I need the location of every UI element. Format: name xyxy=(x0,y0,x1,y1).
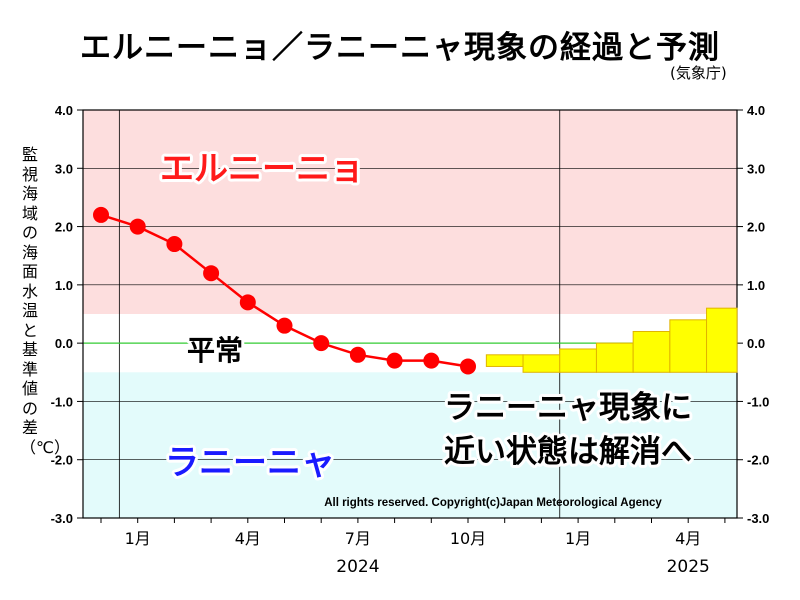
y-tick-label-right: -3.0 xyxy=(747,511,769,526)
forecast-box xyxy=(559,348,597,373)
year-label: 2025 xyxy=(667,557,710,577)
observed-point xyxy=(423,352,440,369)
y-tick-label-right: -1.0 xyxy=(747,394,769,409)
observed-point xyxy=(239,294,256,311)
observed-point xyxy=(460,358,476,375)
y-tick-label-right: -2.0 xyxy=(747,453,769,468)
observed-point xyxy=(276,317,293,334)
forecast-box xyxy=(632,330,671,373)
annotation-text: ラニーニャ現象に xyxy=(444,390,692,426)
x-tick-label: 7月 xyxy=(345,529,371,548)
y-tick-label-left: -3.0 xyxy=(51,511,73,526)
forecast-box xyxy=(522,354,561,373)
forecast-box xyxy=(485,354,524,367)
observed-point xyxy=(93,206,109,223)
y-tick-label-right: 1.0 xyxy=(747,278,765,293)
normal-label: 平常 xyxy=(187,334,243,367)
observed-point xyxy=(129,218,146,235)
forecast-box xyxy=(669,319,708,373)
observed-point xyxy=(386,352,403,369)
la-nina-zone xyxy=(83,372,737,518)
observed-point xyxy=(203,265,220,282)
y-tick-label-right: 4.0 xyxy=(747,103,765,118)
y-tick-label-left: 2.0 xyxy=(55,220,73,235)
y-tick-label-right: 0.0 xyxy=(747,336,765,351)
y-tick-label-right: 3.0 xyxy=(747,161,765,176)
x-tick-label: 4月 xyxy=(235,529,261,548)
x-tick-label: 4月 xyxy=(675,529,701,548)
copyright-text: All rights reserved. Copyright(c)Japan M… xyxy=(324,497,662,509)
y-tick-label-left: 1.0 xyxy=(55,278,73,293)
y-tick-label-right: 2.0 xyxy=(747,220,765,235)
el-nino-zone xyxy=(83,110,737,314)
forecast-box xyxy=(706,307,738,373)
y-tick-label-left: 3.0 xyxy=(55,161,73,176)
observed-point xyxy=(313,335,330,352)
y-tick-label-left: -1.0 xyxy=(51,394,73,409)
y-tick-label-left: 0.0 xyxy=(55,336,73,351)
chart-title: エルニーニョ／ラニーニャ現象の経過と予測 xyxy=(80,30,720,66)
x-tick-label: 1月 xyxy=(125,529,151,548)
el-nino-label: エルニーニョ xyxy=(160,149,364,189)
y-tick-label-left: 4.0 xyxy=(55,103,73,118)
observed-point xyxy=(349,346,366,363)
source-label: (気象庁) xyxy=(670,64,727,82)
la-nina-label: ラニーニャ xyxy=(165,443,335,483)
observed-point xyxy=(166,236,183,253)
year-label: 2024 xyxy=(336,557,379,577)
x-tick-label: 10月 xyxy=(450,529,486,548)
x-tick-label: 1月 xyxy=(565,529,591,548)
forecast-box xyxy=(595,342,634,373)
annotation-text: 近い状態は解消へ xyxy=(444,434,692,470)
y-tick-label-left: -2.0 xyxy=(51,453,73,468)
